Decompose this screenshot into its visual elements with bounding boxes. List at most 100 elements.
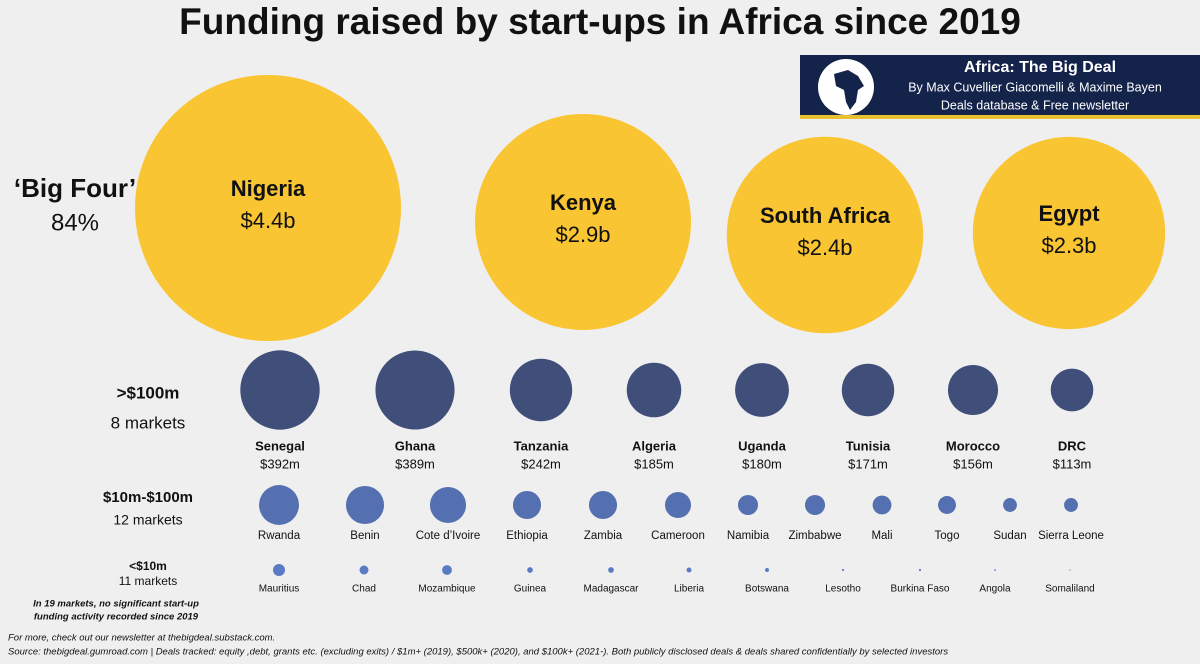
footer: Source: thebigdeal.gumroad.com | Deals t…: [8, 647, 948, 658]
bubble-name: Guinea: [514, 584, 547, 595]
bubble: [272, 563, 286, 577]
bubble-value-label: $113m: [1053, 456, 1092, 471]
bubble-name: Namibia: [727, 530, 770, 542]
bubble-value-label: $185m: [634, 456, 674, 471]
footer: For more, check out our newsletter at th…: [8, 633, 275, 644]
bubble-name: DRC: [1058, 438, 1087, 453]
bubble-name: Uganda: [738, 438, 786, 453]
bubble-name: Rwanda: [258, 530, 301, 542]
bubble: [804, 494, 826, 516]
bubble: [135, 75, 401, 341]
bubble: [737, 494, 759, 516]
bubble-name: Tanzania: [514, 438, 569, 453]
badge: Africa: The Big Deal By Max Cuvellier Gi…: [800, 55, 1200, 119]
bubble-value-label: $389m: [395, 456, 435, 471]
bubble: [626, 362, 682, 418]
bubble: [994, 569, 996, 571]
group-label: ‘Big Four’: [14, 173, 136, 203]
bubble-name: Zimbabwe: [788, 530, 841, 542]
bubble-name: Zambia: [584, 530, 623, 542]
bubble: [972, 136, 1166, 330]
group-label: >$100m: [117, 383, 180, 402]
bubble: [872, 495, 892, 515]
bubble: [1003, 498, 1017, 512]
bubble-value-label: $156m: [953, 456, 993, 471]
bubble-name: Somaliland: [1045, 584, 1094, 595]
badge-authors: By Max Cuvellier Giacomelli & Maxime Bay…: [908, 80, 1162, 94]
group-label: <$10m: [129, 559, 167, 573]
bubble: [726, 136, 924, 334]
badge-stripe: [800, 115, 1200, 119]
bubble: [442, 565, 452, 575]
bubble-name: Morocco: [946, 438, 1000, 453]
bubble: [259, 485, 299, 525]
bubble-value-label: $171m: [848, 456, 888, 471]
bubble: [588, 490, 618, 520]
bubble-name: Cameroon: [651, 530, 705, 542]
chart-title: Funding raised by start-ups in Africa si…: [179, 1, 1021, 42]
note: In 19 markets, no significant start-up: [33, 599, 199, 610]
bubble-name: South Africa: [760, 203, 891, 228]
bubble-name: Ethiopia: [506, 530, 548, 542]
bubble-name: Ghana: [395, 438, 436, 453]
bubble: [345, 485, 385, 525]
bubble-name: Togo: [935, 530, 960, 542]
bubble: [512, 490, 542, 520]
bubble: [735, 363, 789, 417]
bubble-name: Mauritius: [259, 584, 300, 595]
bubble: [1050, 368, 1094, 412]
bubble-value-label: $4.4b: [240, 208, 295, 233]
bubble-name: Benin: [350, 530, 379, 542]
bubble-name: Sierra Leone: [1038, 530, 1104, 542]
bubble: [1069, 569, 1071, 571]
bubble-name: Nigeria: [231, 176, 306, 201]
group-sublabel: 8 markets: [111, 413, 186, 432]
bubble-name: Lesotho: [825, 584, 861, 595]
bubble-value-label: $2.4b: [797, 235, 852, 260]
bubble: [509, 358, 573, 422]
bubble-value-label: $392m: [260, 456, 300, 471]
group-sublabel: 84%: [51, 209, 99, 236]
bubble-name: Senegal: [255, 438, 305, 453]
bubble-value-label: $180m: [742, 456, 782, 471]
bubble: [375, 350, 455, 430]
bubble-name: Liberia: [674, 584, 704, 595]
bubble-name: Kenya: [550, 190, 617, 215]
bubble: [841, 363, 895, 417]
bubble: [665, 492, 691, 518]
bubble-name: Egypt: [1038, 201, 1100, 226]
bubble: [841, 568, 845, 572]
bubble-name: Burkina Faso: [891, 584, 950, 595]
bubble-name: Tunisia: [846, 438, 891, 453]
bubble-value-label: $2.9b: [555, 222, 610, 247]
bubble: [764, 567, 770, 573]
bubble: [938, 496, 956, 514]
bubble: [1064, 498, 1078, 512]
group-sublabel: 12 markets: [113, 512, 182, 528]
group-label: $10m-$100m: [103, 489, 193, 506]
bubble-name: Algeria: [632, 438, 677, 453]
bubble: [608, 567, 614, 573]
bubble: [359, 565, 369, 575]
badge-logo-map: [834, 70, 864, 110]
bubble: [947, 364, 999, 416]
group-sublabel: 11 markets: [119, 574, 177, 588]
bubble: [240, 350, 320, 430]
bubble-name: Angola: [979, 584, 1011, 595]
bubble: [475, 114, 691, 330]
bubble-name: Cote d’Ivoire: [416, 530, 481, 542]
bubble: [527, 567, 533, 573]
bubble-name: Mali: [871, 530, 892, 542]
bubble-name: Chad: [352, 584, 376, 595]
bubble: [918, 568, 922, 572]
badge-title: Africa: The Big Deal: [964, 59, 1116, 76]
bubble-name: Madagascar: [583, 584, 639, 595]
badge-tagline: Deals database & Free newsletter: [941, 98, 1129, 112]
note: funding activity recorded since 2019: [34, 612, 199, 623]
bubble-value-label: $2.3b: [1041, 233, 1096, 258]
bubble-name: Sudan: [993, 530, 1026, 542]
bubble-name: Botswana: [745, 584, 789, 595]
bubble-value-label: $242m: [521, 456, 561, 471]
bubble-name: Mozambique: [418, 584, 476, 595]
